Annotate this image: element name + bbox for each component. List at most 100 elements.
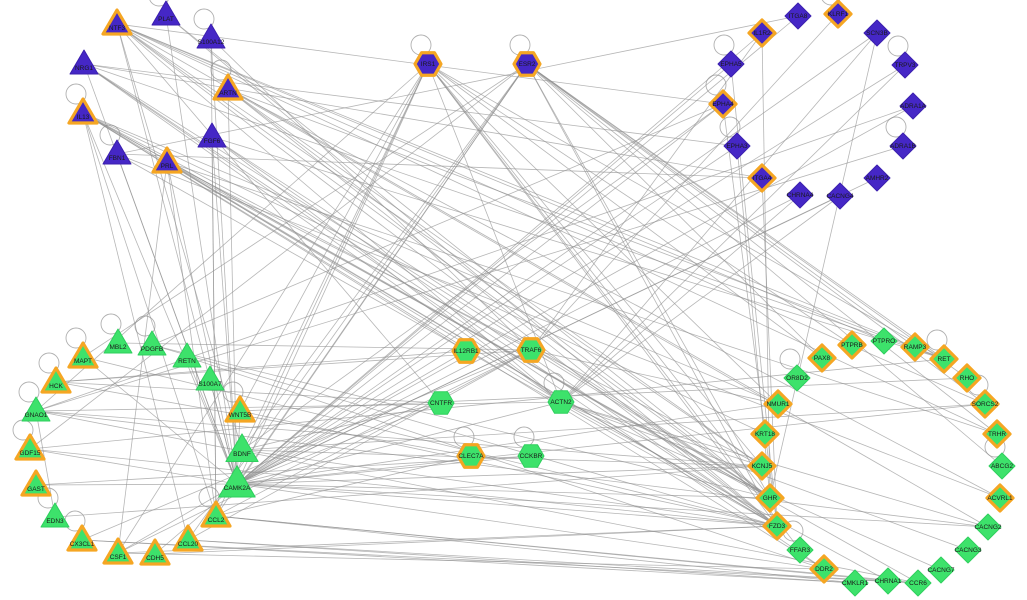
node-MAPT[interactable]: MAPT xyxy=(67,341,99,369)
node-NRG1[interactable]: NRG1 xyxy=(69,49,99,75)
node-ACVRL1[interactable]: ACVRL1 xyxy=(985,483,1015,513)
node-shape-ESR2 xyxy=(512,51,542,77)
node-shape-CX3CL1 xyxy=(66,524,98,552)
edge-TRAF6-CCL2 xyxy=(215,349,532,517)
node-CX3CL1[interactable]: CX3CL1 xyxy=(66,524,98,552)
edge-ACTN2-TRPV3 xyxy=(560,64,906,403)
edge-CNTFR-CAMK2A xyxy=(236,402,442,485)
edge-FGF6-GHR xyxy=(211,136,771,499)
node-KRT18[interactable]: KRT18 xyxy=(750,419,780,449)
node-CLEC7A[interactable]: CLEC7A xyxy=(456,443,486,469)
node-ESR2[interactable]: ESR2 xyxy=(512,51,542,77)
edge-CAMK2A-SORCS2 xyxy=(236,403,986,485)
node-FZD3[interactable]: FZD3 xyxy=(762,511,792,541)
edge-IL13-CAMK2A xyxy=(82,112,238,485)
node-FGF6[interactable]: FGF6 xyxy=(197,122,227,148)
node-shape-OR8D2 xyxy=(783,364,811,392)
node-CACNG2[interactable]: CACNG2 xyxy=(974,513,1002,541)
edge-HCK-TRAF6 xyxy=(55,349,532,383)
node-PTPRO[interactable]: PTPRO xyxy=(870,327,898,355)
node-shape-TRPV3 xyxy=(891,51,919,79)
node-TRAF6[interactable]: TRAF6 xyxy=(516,337,546,363)
node-shape-CACNG4 xyxy=(826,182,854,210)
node-HCK[interactable]: HCK xyxy=(40,366,72,394)
node-NTF3[interactable]: NTF3 xyxy=(101,8,133,36)
node-CMKLR1[interactable]: CMKLR1 xyxy=(841,569,869,597)
node-CHRNA4[interactable]: CHRNA4 xyxy=(786,181,814,209)
edge-CCKBR-GAST xyxy=(35,455,532,486)
self-loop-EPHA3 xyxy=(719,116,741,138)
edge-ESR2-BDNF xyxy=(241,63,528,451)
edge-NRG1-EPHA3 xyxy=(83,63,738,147)
node-CACNG4[interactable]: CACNG4 xyxy=(826,182,854,210)
node-GDF15[interactable]: GDF15 xyxy=(14,433,46,461)
edge-GDF15-CAMK2A xyxy=(29,448,238,485)
edge-CCL2-CHRNA1 xyxy=(215,515,889,582)
node-AMHR2[interactable]: AMHR2 xyxy=(863,164,891,192)
self-loops-layer xyxy=(12,0,1006,542)
edge-IRS1-FFAR3 xyxy=(427,63,801,551)
node-shape-NTF3 xyxy=(101,8,133,36)
node-CCL20[interactable]: CCL20 xyxy=(172,524,204,552)
edge-BDNF-FZD3 xyxy=(241,449,778,527)
node-shape-CCL20 xyxy=(172,524,204,552)
edge-CCL20-CCR6 xyxy=(187,539,919,584)
node-CACNG3[interactable]: CACNG3 xyxy=(954,536,982,564)
node-ITGA8[interactable]: ITGA8 xyxy=(784,2,812,30)
edge-ESR2-CCL2 xyxy=(215,63,528,517)
node-RHO[interactable]: RHO xyxy=(952,363,982,393)
node-S100A12[interactable]: S100A12 xyxy=(196,23,226,49)
edge-CAMK2A-ITGA8 xyxy=(236,15,799,485)
node-ADRA1A[interactable]: ADRA1A xyxy=(899,92,927,120)
node-shape-FZD3 xyxy=(762,511,792,541)
self-loop-MAPT xyxy=(65,327,87,349)
node-ITGA4[interactable]: ITGA4 xyxy=(747,163,777,193)
edge-NRG1-DDR2 xyxy=(83,63,825,570)
node-IL13[interactable]: IL13 xyxy=(67,97,99,125)
node-CAMK2A[interactable]: CAMK2A xyxy=(218,465,256,498)
node-CACNG7[interactable]: CACNG7 xyxy=(927,556,955,584)
node-GAST[interactable]: GAST xyxy=(20,469,52,497)
node-PDGFB[interactable]: PDGFB xyxy=(137,330,167,356)
node-CCR6[interactable]: CCR6 xyxy=(904,569,932,597)
node-GHR[interactable]: GHR xyxy=(755,483,785,513)
edge-EPHA4-FZD3 xyxy=(722,103,778,527)
node-shape-FBN1 xyxy=(102,139,132,165)
edge-GAST-CAMK2A xyxy=(35,483,238,486)
edge-CAMK2A-EPHA5 xyxy=(236,63,732,485)
node-SCN3B[interactable]: SCN3B xyxy=(863,19,891,47)
edge-RETN-CAMK2A xyxy=(186,356,238,485)
node-shape-EPHA5 xyxy=(717,50,745,78)
node-shape-HCK xyxy=(40,366,72,394)
node-PLAT[interactable]: PLAT xyxy=(151,0,181,26)
node-IRS1[interactable]: IRS1 xyxy=(413,51,443,77)
edge-PRL-CAMK2A xyxy=(166,161,238,485)
edge-S100A7-CAMK2A xyxy=(209,379,238,485)
edge-PLAT-FZD3 xyxy=(165,14,778,527)
node-shape-EPHA4 xyxy=(708,89,738,119)
edge-IRS1-FZD3 xyxy=(427,63,778,527)
node-shape-FGF6 xyxy=(197,122,227,148)
edge-CAMK2A-GHR xyxy=(236,483,771,499)
node-TRHR[interactable]: TRHR xyxy=(982,419,1012,449)
node-KCNJ5[interactable]: KCNJ5 xyxy=(747,451,777,481)
edge-IRS1-CCL2 xyxy=(215,63,429,517)
node-shape-ACVRL1 xyxy=(985,483,1015,513)
edge-GNAO1-KCNJ5 xyxy=(35,410,763,467)
edge-CAMK2A-FZD3 xyxy=(236,483,778,527)
node-shape-NMUR1 xyxy=(763,389,793,419)
node-GNAO1[interactable]: GNAO1 xyxy=(21,396,51,422)
edge-MAPT-FZD3 xyxy=(82,356,778,527)
node-shape-PTPRO xyxy=(870,327,898,355)
edge-IRS1-CSF1 xyxy=(117,63,429,554)
edge-IRS1-GHR xyxy=(427,63,771,499)
node-IL1R2[interactable]: IL1R2 xyxy=(747,18,777,48)
node-MBL2[interactable]: MBL2 xyxy=(103,328,133,354)
node-IL12RB1[interactable]: IL12RB1 xyxy=(451,338,481,364)
node-PTPRB[interactable]: PTPRB xyxy=(837,330,867,360)
node-RAMP3[interactable]: RAMP3 xyxy=(900,332,930,362)
node-EDN3[interactable]: EDN3 xyxy=(40,502,70,528)
node-shape-GHR xyxy=(755,483,785,513)
node-ARTN[interactable]: ARTN xyxy=(212,73,244,101)
